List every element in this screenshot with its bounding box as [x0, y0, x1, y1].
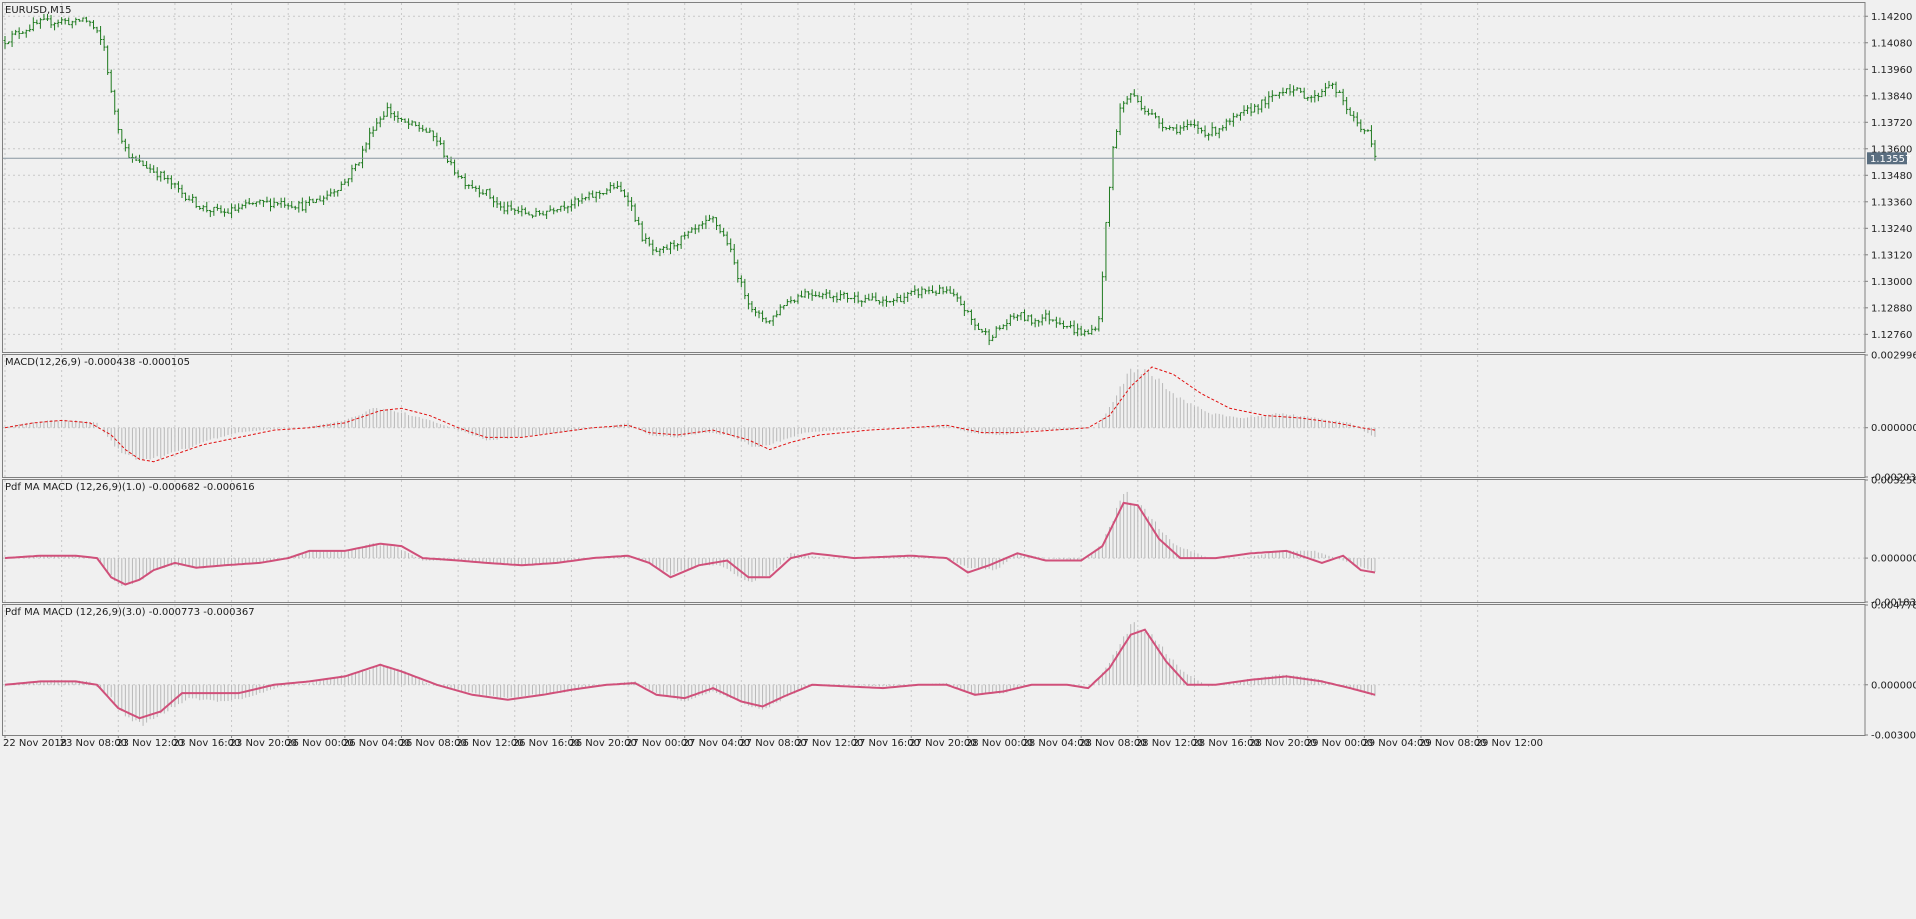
y-tick-label: 1.13000 [1871, 277, 1912, 288]
x-tick-label: 29 Nov 12:00 [1476, 738, 1543, 749]
y-tick-label: 1.13240 [1871, 224, 1912, 235]
x-tick-label: 23 Nov 12:00 [116, 738, 183, 749]
y-tick-label: -0.001831 [1871, 598, 1916, 609]
y-tick-label: 0.000000 [1871, 423, 1916, 434]
panel-4: 0.004778 0.000000 -0.003008 Pdf MA MACD (12… [2, 601, 1916, 742]
x-tick-label: 27 Nov 16:00 [853, 738, 920, 749]
x-tick-label: 27 Nov 08:00 [739, 738, 806, 749]
x-tick-label: 26 Nov 20:00 [569, 738, 636, 749]
panel-1: 1.14200 1.14080 1.13960 1.13840 1.13720 1.136… [2, 2, 1912, 353]
y-tick-label: 1.13840 [1871, 91, 1912, 102]
panel-title: Pdf MA MACD (12,26,9)(1.0) -0.000682 -0.… [5, 482, 255, 493]
panel-title: EURUSD,M15 [5, 5, 71, 16]
x-tick-label: 26 Nov 16:00 [513, 738, 580, 749]
y-tick-label: 0.003256 [1871, 476, 1916, 487]
panel-2: 0.002996 0.000000 -0.002031 MACD(12,26,9) -… [2, 351, 1916, 484]
y-tick-label: 0.000000 [1871, 554, 1916, 565]
panel-title: MACD(12,26,9) -0.000438 -0.000105 [5, 357, 190, 368]
y-tick-label: 1.13480 [1871, 171, 1912, 182]
y-tick-label: 1.13600 [1871, 144, 1912, 155]
panel-frame [2, 2, 1866, 353]
signal-line [4, 501, 1376, 586]
signal-line [4, 366, 1376, 463]
x-tick-label: 28 Nov 08:00 [1079, 738, 1146, 749]
x-tick-label: 28 Nov 12:00 [1136, 738, 1203, 749]
y-tick-label: 0.002996 [1871, 351, 1916, 362]
panel-3: 0.003256 0.000000 -0.001831 Pdf MA MACD (12… [2, 476, 1916, 609]
x-tick-label: 22 Nov 2018 [3, 738, 67, 749]
y-tick-label: 1.13960 [1871, 65, 1912, 76]
panel-frame [2, 604, 1866, 736]
x-tick-label: 28 Nov 16:00 [1192, 738, 1259, 749]
x-tick-label: 27 Nov 00:00 [626, 738, 693, 749]
x-tick-label: 29 Nov 08:00 [1419, 738, 1486, 749]
x-tick-label: 23 Nov 08:00 [60, 738, 127, 749]
x-tick-label: 28 Nov 04:00 [1023, 738, 1090, 749]
y-tick-label: 1.14080 [1871, 38, 1912, 49]
signal-line [4, 628, 1376, 720]
x-tick-label: 27 Nov 20:00 [909, 738, 976, 749]
y-tick-label: 1.12760 [1871, 330, 1912, 341]
y-tick-label: -0.003008 [1871, 731, 1916, 742]
y-tick-label: 1.13120 [1871, 250, 1912, 261]
panel-frame [2, 354, 1866, 478]
y-tick-label: 1.14200 [1871, 12, 1912, 23]
y-tick-label: 0.004778 [1871, 601, 1916, 612]
x-tick-label: 27 Nov 04:00 [683, 738, 750, 749]
x-tick-label: 23 Nov 20:00 [230, 738, 297, 749]
x-tick-label: 26 Nov 08:00 [399, 738, 466, 749]
x-tick-label: 28 Nov 00:00 [966, 738, 1033, 749]
x-tick-label: 27 Nov 12:00 [796, 738, 863, 749]
x-tick-label: 29 Nov 04:00 [1362, 738, 1429, 749]
current-price-label: 1.13557 [1870, 154, 1911, 165]
x-tick-label: 26 Nov 12:00 [456, 738, 523, 749]
panel-frame [2, 479, 1866, 603]
x-tick-label: 23 Nov 16:00 [173, 738, 240, 749]
y-tick-label: -0.002031 [1871, 473, 1916, 484]
current-price-tag [1867, 152, 1907, 165]
x-tick-label: 29 Nov 00:00 [1306, 738, 1373, 749]
panel-title: Pdf MA MACD (12,26,9)(3.0) -0.000773 -0.… [5, 607, 255, 618]
x-tick-label: 26 Nov 04:00 [343, 738, 410, 749]
x-tick-label: 26 Nov 00:00 [286, 738, 353, 749]
y-tick-label: 1.13720 [1871, 118, 1912, 129]
y-tick-label: 1.12880 [1871, 303, 1912, 314]
x-tick-label: 28 Nov 20:00 [1249, 738, 1316, 749]
y-tick-label: 1.13360 [1871, 197, 1912, 208]
y-tick-label: 0.000000 [1871, 680, 1916, 691]
